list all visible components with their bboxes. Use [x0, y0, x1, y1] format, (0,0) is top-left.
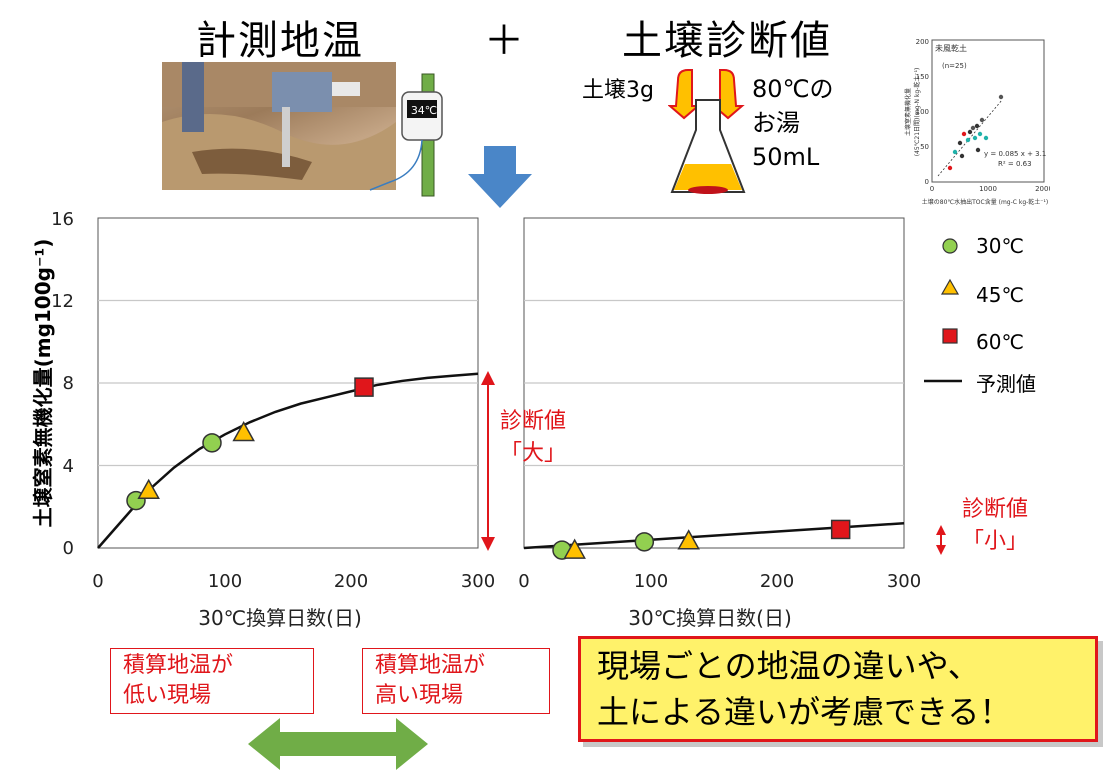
plus-sign: ＋: [484, 18, 526, 64]
right-xtick-0: 0: [518, 571, 529, 592]
low-site-line2: 低い現場: [123, 683, 212, 708]
thermometer-reading: 34℃: [410, 104, 438, 117]
legend-label-prediction: 予測値: [976, 372, 1036, 396]
high-temperature-site-box: 積算地温が 高い現場: [362, 648, 550, 714]
inset-points: [947, 94, 1004, 171]
main-charts: 0 4 8 12 16 0 100 200 300 0 100 200 300 …: [31, 209, 962, 630]
field-photo-sketch: [162, 62, 396, 190]
inset-ytick-4: 200: [916, 38, 929, 46]
left-xtick-0: 0: [92, 571, 103, 592]
diagnosis-large-line1: 診断値: [500, 409, 567, 434]
high-site-line2: 高い現場: [375, 683, 464, 708]
ytick-8: 8: [63, 373, 74, 394]
title-soil-diagnosis: 土壌診断値: [622, 18, 832, 64]
left-point-triangle: [137, 478, 160, 499]
diagnosis-small-line1: 診断値: [962, 497, 1029, 522]
left-point-circle: [202, 433, 222, 453]
right-point-square: [830, 519, 851, 540]
inset-label-n: (n=25): [942, 62, 967, 70]
legend-label-30: 30℃: [976, 234, 1024, 258]
ytick-0: 0: [63, 538, 74, 559]
left-xtick-300: 300: [461, 571, 495, 592]
flask-water-line3: 50mL: [752, 143, 820, 171]
low-temperature-site-box: 積算地温が 低い現場: [110, 648, 314, 714]
inset-r2: R² = 0.63: [998, 160, 1032, 168]
inset-ytick-3: 150: [916, 73, 929, 81]
left-xaxis-label: 30℃換算日数(日): [198, 606, 362, 630]
gridlines: [98, 299, 904, 467]
high-site-line1: 積算地温が: [375, 653, 486, 678]
low-site-line1: 積算地温が: [123, 653, 234, 678]
flask-water-line2: お湯: [752, 109, 800, 137]
inset-xtick-0: 0: [930, 185, 934, 193]
legend-label-45: 45℃: [976, 283, 1024, 307]
inset-equation: y = 0.085 x + 3.1: [984, 150, 1046, 158]
diagnosis-small-line2: 「小」: [962, 529, 1029, 554]
conclusion-message-box: 現場ごとの地温の違いや、 土による違いが考慮できる！: [578, 636, 1098, 742]
right-xaxis-label: 30℃換算日数(日): [628, 606, 792, 630]
flask-water-line1: 80℃の: [752, 75, 834, 103]
thermometer-device: [369, 73, 443, 197]
inset-ytick-1: 50: [920, 143, 929, 151]
inset-xtick-1: 1000: [979, 185, 997, 193]
left-xtick-200: 200: [334, 571, 368, 592]
yaxis-label: 土壌窒素無機化量(mg100g⁻¹): [31, 239, 55, 528]
diagnosis-large-label: 診断値 「大」: [500, 406, 566, 470]
diagnosis-small-label: 診断値 「小」: [962, 494, 1028, 558]
inset-ytick-0: 0: [925, 178, 929, 186]
inset-ylabel-line2: (45℃21日間)(mg-N kg-乾土⁻¹): [913, 68, 921, 157]
conclusion-line2: 土による違いが考慮できる！: [597, 693, 1012, 731]
left-series-layer: [97, 372, 479, 549]
diagnosis-small-arrow: [936, 525, 946, 555]
right-point-triangle: [677, 529, 700, 550]
double-arrow-icon: [248, 718, 428, 770]
legend-label-60: 60℃: [976, 330, 1024, 354]
ytick-16: 16: [51, 209, 74, 230]
left-point-triangle: [232, 420, 255, 442]
diagnosis-large-arrow: [481, 371, 495, 551]
title-soil-temperature: 計測地温: [196, 18, 364, 64]
ytick-4: 4: [63, 456, 74, 477]
down-arrow-icon: [468, 146, 532, 208]
conclusion-line1: 現場ごとの地温の違いや、: [597, 647, 980, 685]
legend-triangle-marker: [940, 278, 960, 295]
diagnosis-large-line2: 「大」: [500, 441, 567, 466]
left-prediction-line: [97, 372, 479, 549]
inset-regression-line: [937, 99, 1003, 177]
legend-circle-marker: [942, 238, 958, 254]
flask-water-text: 80℃の お湯 50mL: [752, 72, 834, 174]
inset-xlabel: 土壌の80℃水抽出TOC含量 (mg-C kg-乾土⁻¹): [922, 198, 1048, 206]
legend-square-marker: [942, 328, 958, 344]
flask-icon: [668, 69, 746, 194]
inset-ylabel-line1: 土壌窒素無機化量: [904, 88, 912, 136]
inset-label-soil: 未風乾土: [935, 43, 967, 53]
ytick-12: 12: [51, 291, 74, 312]
right-xtick-300: 300: [887, 571, 921, 592]
right-point-triangle: [563, 538, 586, 559]
right-series-layer: [523, 519, 905, 560]
right-xtick-200: 200: [760, 571, 794, 592]
right-point-circle: [634, 532, 655, 552]
left-xtick-100: 100: [208, 571, 242, 592]
right-xtick-100: 100: [634, 571, 668, 592]
flask-soil-label: 土壌3g: [582, 78, 654, 103]
left-point-square: [354, 377, 374, 397]
inset-ytick-2: 100: [916, 108, 929, 116]
field-photo: [162, 62, 396, 190]
